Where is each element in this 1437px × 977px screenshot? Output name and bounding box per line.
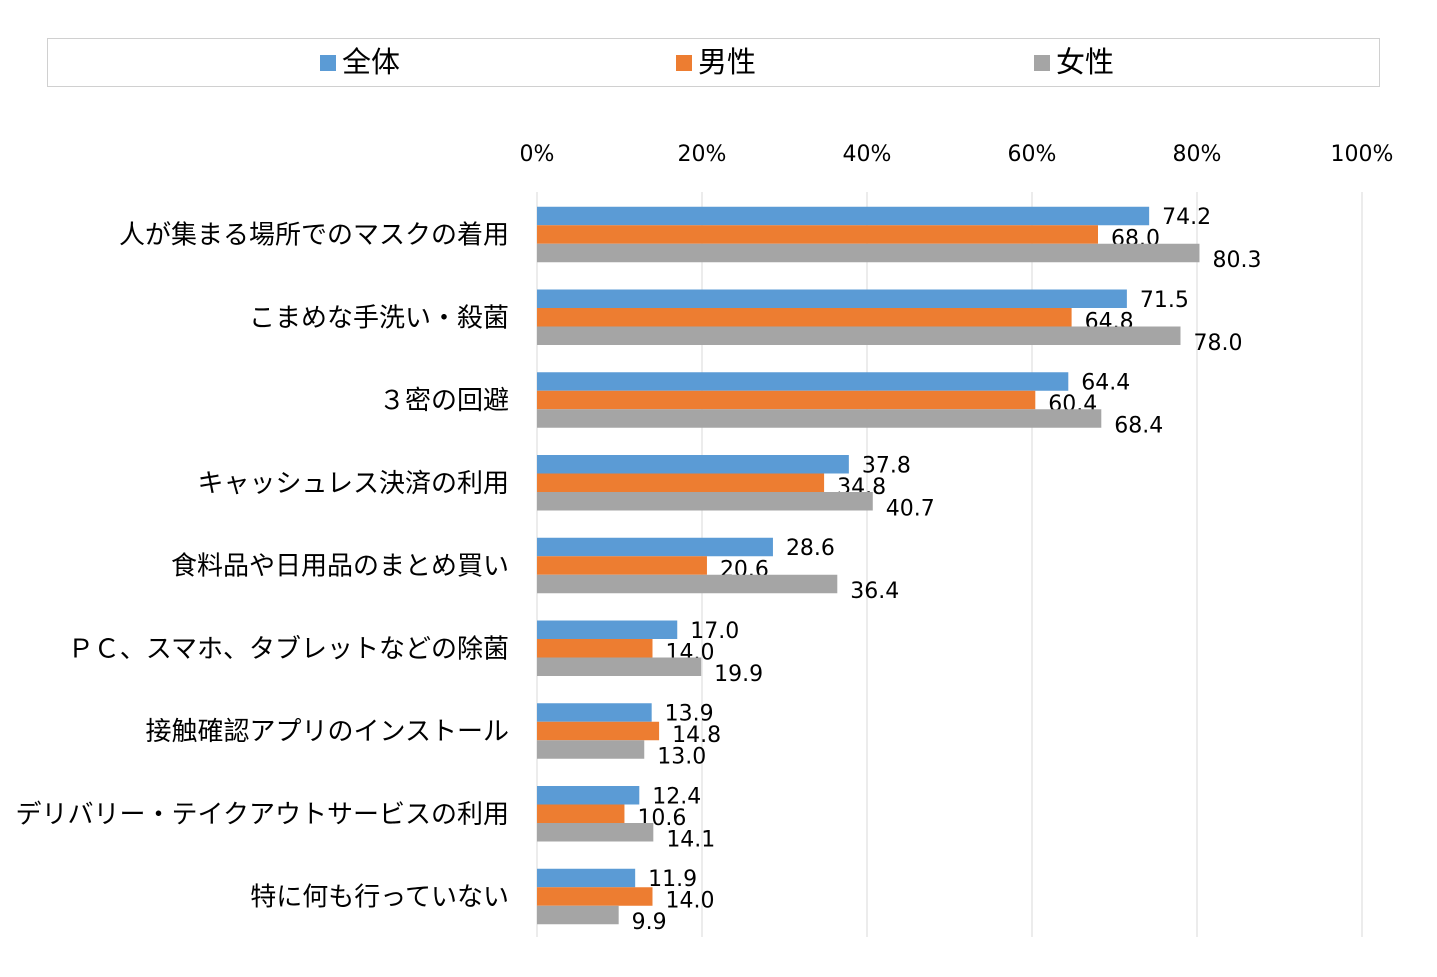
- data-label: 71.5: [1140, 288, 1189, 313]
- legend-item-female: 女性: [1034, 39, 1114, 86]
- bar: [537, 703, 652, 722]
- data-label: 40.7: [886, 496, 935, 521]
- category-label: 接触確認アプリのインストール: [146, 717, 509, 747]
- bar: [537, 537, 773, 557]
- data-label: 13.9: [665, 702, 714, 727]
- x-tick-label: 100%: [1331, 142, 1394, 167]
- data-label: 80.3: [1212, 248, 1261, 273]
- bar: [537, 804, 625, 823]
- chart-legend: 全体 男性 女性: [47, 38, 1380, 87]
- category-label: 特に何も行っていない: [250, 883, 509, 913]
- data-label: 13.0: [657, 745, 706, 770]
- data-label: 14.0: [666, 889, 715, 914]
- bar: [537, 308, 1072, 327]
- legend-label-male: 男性: [698, 45, 757, 79]
- bar: [537, 390, 1036, 410]
- category-label: ３密の回避: [379, 386, 509, 416]
- data-label: 11.9: [648, 867, 697, 892]
- bar: [537, 823, 654, 842]
- legend-item-overall: 全体: [320, 39, 400, 86]
- bar: [537, 887, 653, 906]
- category-label: デリバリー・テイクアウトサービスの利用: [16, 800, 509, 830]
- data-label: 64.4: [1081, 371, 1130, 396]
- x-tick-label: 20%: [678, 142, 727, 167]
- data-label: 28.6: [786, 536, 835, 561]
- bar: [537, 740, 645, 759]
- bar: [537, 639, 653, 658]
- data-label: 37.8: [862, 453, 911, 478]
- bar: [537, 455, 849, 474]
- bar: [537, 372, 1069, 391]
- category-label: こまめな手洗い・殺菌: [249, 303, 509, 333]
- data-label: 19.9: [714, 662, 763, 687]
- x-tick-label: 80%: [1173, 142, 1222, 167]
- bar: [537, 225, 1098, 244]
- bar: [537, 786, 640, 805]
- data-label: 14.8: [672, 723, 721, 748]
- category-label: 食料品や日用品のまとめ買い: [171, 552, 509, 582]
- x-tick-label: 40%: [843, 142, 892, 167]
- data-label: 12.4: [652, 784, 701, 809]
- category-label: キャッシュレス決済の利用: [198, 469, 509, 499]
- bar: [537, 574, 838, 594]
- category-label: 人が集まる場所でのマスクの着用: [119, 221, 509, 251]
- bar: [537, 868, 636, 888]
- legend-swatch-female: [1034, 54, 1050, 71]
- bar: [537, 905, 619, 925]
- data-label: 78.0: [1194, 331, 1243, 356]
- bar: [537, 473, 825, 492]
- legend-label-overall: 全体: [342, 45, 401, 79]
- data-label: 68.4: [1114, 414, 1163, 439]
- bar: [537, 620, 678, 639]
- x-tick-label: 60%: [1008, 142, 1057, 167]
- bar: [537, 657, 702, 676]
- legend-swatch-male: [676, 54, 692, 71]
- bar: [537, 326, 1181, 345]
- x-tick-label: 0%: [520, 142, 555, 167]
- data-label: 14.1: [666, 827, 715, 852]
- bar: [537, 556, 707, 575]
- bar: [537, 243, 1200, 263]
- data-label: 17.0: [690, 619, 739, 644]
- data-label: 36.4: [850, 579, 899, 604]
- category-label: ＰＣ、スマホ、タブレットなどの除菌: [68, 634, 509, 664]
- legend-item-male: 男性: [676, 39, 756, 86]
- legend-swatch-overall: [320, 54, 336, 71]
- bar: [537, 289, 1127, 308]
- bar: [537, 409, 1102, 428]
- bar: [537, 206, 1150, 226]
- data-label: 9.9: [632, 910, 667, 935]
- data-label: 74.2: [1162, 205, 1211, 230]
- bar: [537, 492, 873, 511]
- bar: [537, 721, 660, 741]
- legend-label-female: 女性: [1056, 45, 1115, 79]
